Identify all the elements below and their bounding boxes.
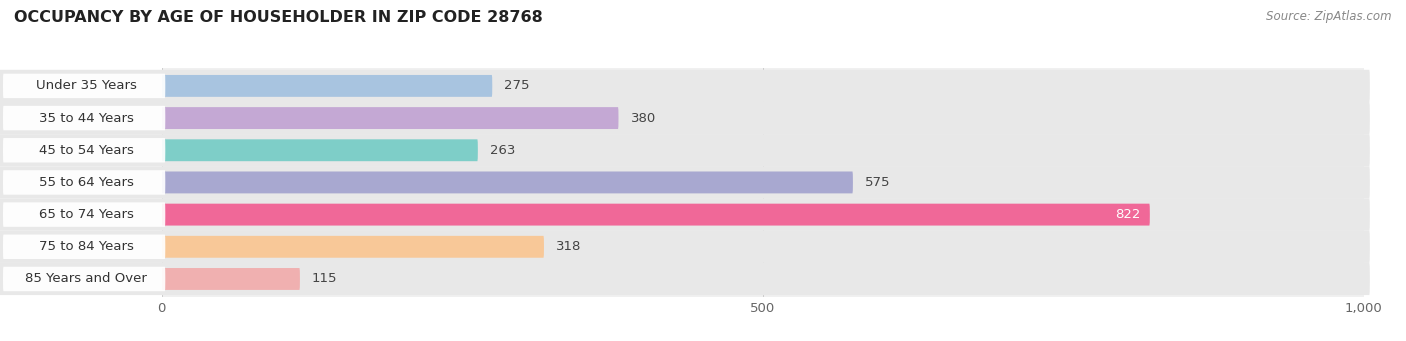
FancyBboxPatch shape: [0, 198, 1369, 231]
FancyBboxPatch shape: [162, 75, 492, 97]
FancyBboxPatch shape: [162, 236, 544, 258]
FancyBboxPatch shape: [0, 166, 1369, 198]
FancyBboxPatch shape: [162, 172, 853, 193]
Text: 380: 380: [630, 112, 655, 124]
FancyBboxPatch shape: [0, 102, 1369, 134]
Text: 75 to 84 Years: 75 to 84 Years: [38, 240, 134, 253]
Text: 65 to 74 Years: 65 to 74 Years: [38, 208, 134, 221]
FancyBboxPatch shape: [3, 74, 166, 98]
Text: 45 to 54 Years: 45 to 54 Years: [38, 144, 134, 157]
FancyBboxPatch shape: [162, 107, 619, 129]
Text: 55 to 64 Years: 55 to 64 Years: [38, 176, 134, 189]
FancyBboxPatch shape: [3, 203, 166, 227]
Text: 318: 318: [555, 240, 581, 253]
FancyBboxPatch shape: [3, 170, 166, 195]
Text: 263: 263: [489, 144, 515, 157]
Text: 275: 275: [505, 79, 530, 92]
FancyBboxPatch shape: [3, 138, 166, 162]
Text: 35 to 44 Years: 35 to 44 Years: [38, 112, 134, 124]
FancyBboxPatch shape: [162, 268, 299, 290]
Text: 822: 822: [1115, 208, 1140, 221]
FancyBboxPatch shape: [3, 106, 166, 130]
FancyBboxPatch shape: [162, 204, 1150, 225]
Text: 115: 115: [312, 272, 337, 285]
FancyBboxPatch shape: [0, 231, 1369, 263]
Text: Source: ZipAtlas.com: Source: ZipAtlas.com: [1267, 10, 1392, 23]
FancyBboxPatch shape: [0, 70, 1369, 102]
FancyBboxPatch shape: [0, 263, 1369, 295]
FancyBboxPatch shape: [3, 235, 166, 259]
Text: OCCUPANCY BY AGE OF HOUSEHOLDER IN ZIP CODE 28768: OCCUPANCY BY AGE OF HOUSEHOLDER IN ZIP C…: [14, 10, 543, 25]
Text: Under 35 Years: Under 35 Years: [35, 79, 136, 92]
FancyBboxPatch shape: [3, 267, 166, 291]
FancyBboxPatch shape: [162, 139, 478, 161]
FancyBboxPatch shape: [0, 134, 1369, 166]
Text: 85 Years and Over: 85 Years and Over: [25, 272, 146, 285]
Text: 575: 575: [865, 176, 890, 189]
